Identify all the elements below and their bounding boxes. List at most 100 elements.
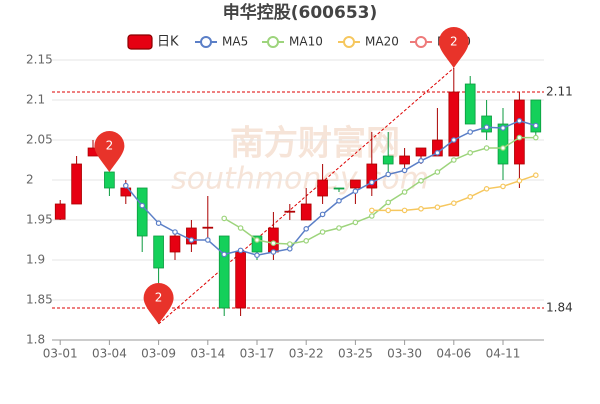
marker-pin: [143, 283, 174, 324]
ma-point: [467, 150, 474, 156]
y-tick-label: 1.9: [26, 253, 45, 267]
candle-body: [284, 210, 296, 213]
ma-point: [450, 200, 457, 207]
y-tick-label: 2.15: [26, 53, 53, 67]
ma-point: [467, 194, 474, 200]
marker-pin: [438, 27, 469, 68]
candle-body: [169, 235, 181, 253]
candle-body: [54, 203, 66, 220]
x-tick-label: 03-30: [387, 347, 422, 361]
x-tick-label: 03-01: [43, 347, 78, 361]
ma-point: [500, 145, 506, 151]
watermark: 南方财富网: [230, 124, 400, 164]
ma-point: [172, 229, 178, 235]
ma-point: [221, 215, 228, 222]
candle-body: [153, 235, 164, 269]
ma-point: [237, 225, 244, 231]
legend-icon: [127, 34, 153, 50]
ma-point: [500, 183, 506, 190]
ma-point: [188, 237, 195, 243]
x-tick-label: 03-14: [190, 347, 225, 361]
ma-point: [368, 213, 375, 219]
ma-point: [385, 207, 392, 214]
ma-point: [139, 202, 146, 209]
ma-point: [336, 225, 342, 231]
candle-body: [481, 115, 492, 133]
y-tick-label: 1.8: [26, 333, 45, 347]
legend-icon: [343, 36, 355, 48]
candle-body: [317, 179, 328, 197]
ma-point: [368, 207, 375, 214]
ma-point: [532, 134, 539, 141]
y-tick-label: 2: [26, 173, 34, 187]
ma-point: [467, 129, 474, 135]
reference-label: 1.84: [546, 301, 573, 315]
marker-label: 2: [450, 35, 458, 49]
candle-body: [186, 227, 197, 245]
ma-point: [516, 134, 523, 141]
ma-point: [401, 207, 408, 214]
ma-point: [385, 171, 392, 178]
ma-point: [483, 186, 490, 192]
candle-body: [530, 99, 542, 133]
ma-point: [450, 157, 457, 163]
ma-point: [319, 229, 326, 235]
candle-body: [448, 91, 460, 157]
x-tick-label: 03-22: [289, 347, 324, 361]
candle-body: [415, 147, 427, 157]
candle-body: [514, 99, 525, 165]
ma-point: [155, 220, 162, 227]
x-tick-label: 03-25: [338, 347, 373, 361]
ma-point: [418, 206, 424, 212]
ma-point: [270, 240, 277, 247]
candle-body: [382, 155, 394, 165]
ma-point: [401, 189, 408, 195]
ma-point: [352, 188, 359, 195]
ma-point: [221, 251, 228, 258]
candle-body: [251, 235, 263, 253]
candle-body: [350, 179, 361, 189]
ma-point: [303, 238, 310, 244]
legend-icon: [415, 36, 427, 48]
chart-title: 申华控股(600653): [223, 2, 378, 23]
x-tick-label: 03-17: [240, 347, 275, 361]
ma-point: [303, 226, 310, 232]
legend-label: MA20: [365, 35, 399, 49]
ma-point: [254, 237, 260, 243]
ma-point: [254, 252, 260, 259]
ma-point: [123, 182, 129, 189]
x-tick-label: 03-09: [141, 347, 176, 361]
candle-body: [366, 163, 378, 189]
ma-point: [418, 178, 424, 184]
ma-point: [483, 145, 490, 151]
y-tick-label: 1.85: [26, 293, 53, 307]
candle-body: [202, 226, 214, 229]
marker-pin: [94, 131, 125, 172]
ma-point: [237, 247, 244, 254]
candle-body: [399, 155, 410, 165]
ma-point: [450, 137, 457, 143]
ma-point: [319, 211, 326, 218]
ma-point: [434, 169, 441, 175]
candle-body: [136, 187, 148, 237]
ma-point: [434, 204, 441, 211]
ma-point: [286, 246, 293, 252]
ma-point: [270, 249, 277, 255]
reference-label: 2.11: [546, 85, 573, 99]
candle-body: [235, 251, 246, 309]
ma-point: [516, 178, 523, 184]
ma-point: [385, 199, 392, 206]
x-tick-label: 03-04: [92, 347, 127, 361]
legend-label: MA10: [289, 35, 323, 49]
ma-point: [352, 219, 359, 226]
y-tick-label: 2.05: [26, 133, 53, 147]
candle-body: [104, 171, 115, 189]
ma-point: [401, 167, 408, 174]
legend-label: 日K: [157, 35, 179, 50]
candle-body: [300, 203, 312, 221]
legend-label: MA5: [222, 35, 248, 49]
candle-body: [333, 187, 345, 190]
legend-icon: [267, 36, 279, 48]
